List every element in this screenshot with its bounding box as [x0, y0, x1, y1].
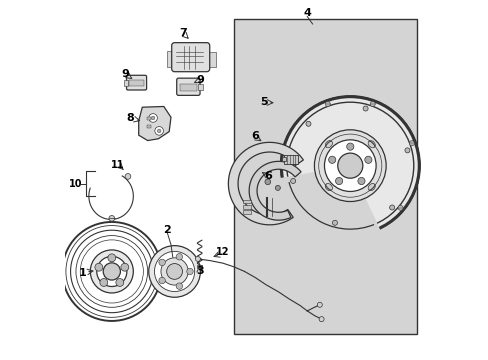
Circle shape: [337, 153, 362, 178]
Circle shape: [305, 121, 310, 126]
Circle shape: [280, 96, 419, 235]
Circle shape: [159, 259, 165, 266]
Circle shape: [155, 127, 163, 135]
Polygon shape: [249, 161, 301, 220]
Ellipse shape: [367, 141, 374, 148]
Text: 9: 9: [121, 69, 129, 79]
Bar: [284, 155, 297, 164]
Circle shape: [90, 250, 133, 293]
Ellipse shape: [367, 184, 374, 190]
Circle shape: [157, 129, 161, 133]
Text: 2: 2: [163, 225, 171, 235]
Circle shape: [186, 268, 193, 275]
Text: 3: 3: [196, 266, 203, 276]
Text: 6: 6: [251, 131, 259, 141]
Text: 9: 9: [196, 75, 204, 85]
Bar: [167, 51, 174, 67]
Bar: [198, 84, 202, 90]
Circle shape: [151, 116, 155, 120]
Bar: [147, 117, 151, 120]
Circle shape: [404, 148, 409, 153]
Bar: [197, 265, 202, 268]
Circle shape: [332, 220, 337, 225]
Circle shape: [346, 143, 353, 150]
Circle shape: [290, 179, 295, 184]
Circle shape: [148, 246, 200, 297]
Circle shape: [109, 216, 115, 221]
Circle shape: [335, 177, 342, 185]
Circle shape: [103, 263, 120, 280]
Polygon shape: [228, 142, 303, 225]
Ellipse shape: [367, 141, 374, 148]
Ellipse shape: [325, 141, 331, 148]
Circle shape: [159, 277, 165, 284]
Bar: [242, 200, 250, 203]
Ellipse shape: [325, 184, 331, 191]
Circle shape: [161, 258, 188, 285]
Circle shape: [408, 141, 414, 146]
Bar: [242, 211, 250, 214]
Circle shape: [284, 146, 289, 151]
Circle shape: [328, 156, 335, 163]
Circle shape: [317, 302, 322, 307]
Bar: [282, 157, 285, 161]
Circle shape: [97, 256, 126, 287]
Circle shape: [275, 185, 280, 190]
Circle shape: [121, 263, 128, 271]
Text: 4: 4: [303, 8, 310, 18]
Circle shape: [176, 283, 182, 289]
Bar: [180, 84, 196, 91]
Circle shape: [369, 102, 374, 107]
Circle shape: [176, 253, 182, 260]
Circle shape: [100, 279, 107, 287]
Circle shape: [195, 256, 200, 261]
Bar: [208, 52, 215, 67]
Circle shape: [319, 317, 324, 321]
Text: 8: 8: [126, 113, 134, 123]
FancyBboxPatch shape: [126, 75, 146, 90]
Text: 1: 1: [79, 268, 86, 278]
Wedge shape: [279, 166, 380, 237]
Circle shape: [125, 174, 131, 179]
Ellipse shape: [367, 184, 374, 191]
Text: 7: 7: [179, 28, 186, 38]
Polygon shape: [139, 107, 171, 140]
Circle shape: [154, 251, 194, 292]
Circle shape: [357, 177, 365, 185]
Text: 6: 6: [264, 171, 271, 181]
Circle shape: [116, 279, 123, 287]
FancyBboxPatch shape: [176, 78, 200, 95]
Bar: [123, 80, 128, 86]
Circle shape: [363, 106, 367, 111]
Bar: [242, 205, 250, 209]
Circle shape: [148, 114, 157, 122]
Circle shape: [166, 264, 182, 279]
Ellipse shape: [325, 184, 332, 190]
Circle shape: [108, 254, 116, 262]
Circle shape: [314, 130, 386, 202]
Circle shape: [397, 205, 402, 210]
Bar: [129, 80, 143, 86]
Circle shape: [264, 179, 270, 185]
Text: 11: 11: [110, 159, 123, 170]
Text: 10: 10: [69, 179, 82, 189]
Bar: [147, 125, 151, 128]
Circle shape: [364, 156, 371, 163]
Text: 12: 12: [216, 247, 229, 257]
Circle shape: [324, 140, 375, 192]
Text: 5: 5: [260, 97, 267, 107]
Circle shape: [95, 263, 102, 271]
FancyBboxPatch shape: [171, 42, 209, 72]
Circle shape: [389, 205, 394, 210]
Bar: [233, 19, 416, 334]
Circle shape: [325, 102, 330, 107]
Ellipse shape: [325, 141, 332, 148]
Circle shape: [62, 222, 161, 321]
